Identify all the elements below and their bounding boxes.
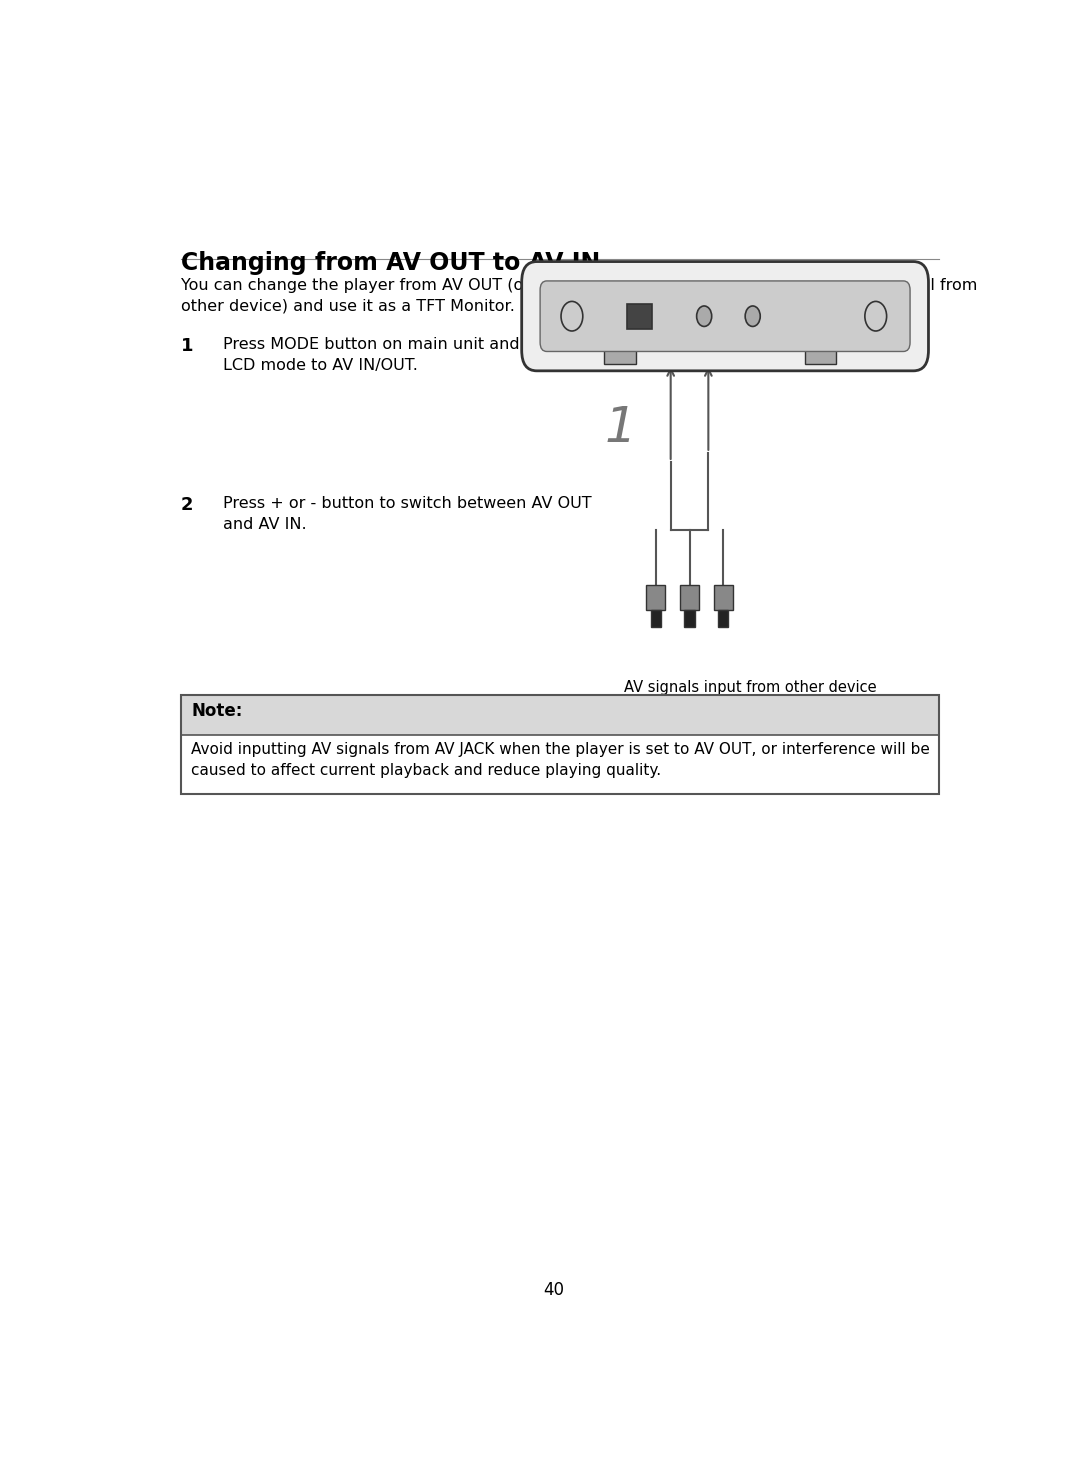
Text: 2: 2 [181,497,193,514]
Text: 40: 40 [543,1281,564,1299]
Text: 1: 1 [605,403,636,452]
Text: 1: 1 [181,337,193,355]
FancyBboxPatch shape [522,262,929,371]
Bar [181,735,939,794]
Bar [647,585,665,610]
Text: Avoid inputting AV signals from AV JACK when the player is set to AV OUT, or int: Avoid inputting AV signals from AV JACK … [191,742,930,779]
Text: Note:: Note: [191,702,242,720]
Circle shape [865,302,887,331]
Bar [718,610,728,627]
Bar [627,303,652,328]
Bar [604,350,635,364]
Bar [650,610,661,627]
Text: Press MODE button on main unit and switch
LCD mode to AV IN/OUT.: Press MODE button on main unit and switc… [222,337,576,372]
Text: Press + or - button to switch between AV OUT
and AV IN.: Press + or - button to switch between AV… [222,497,592,532]
Circle shape [697,306,712,327]
FancyBboxPatch shape [540,281,910,352]
Bar [805,350,836,364]
Circle shape [561,302,583,331]
Bar [181,695,939,735]
Bar [714,585,732,610]
Text: AV signals input from other device: AV signals input from other device [624,680,877,695]
Bar [181,695,939,794]
Circle shape [745,306,760,327]
Bar [685,610,694,627]
Text: You can change the player from AV OUT (output AV signal to TV, etc) to AV IN (in: You can change the player from AV OUT (o… [181,278,977,313]
Text: Changing from AV OUT to AV IN: Changing from AV OUT to AV IN [181,251,600,275]
Bar [680,585,699,610]
